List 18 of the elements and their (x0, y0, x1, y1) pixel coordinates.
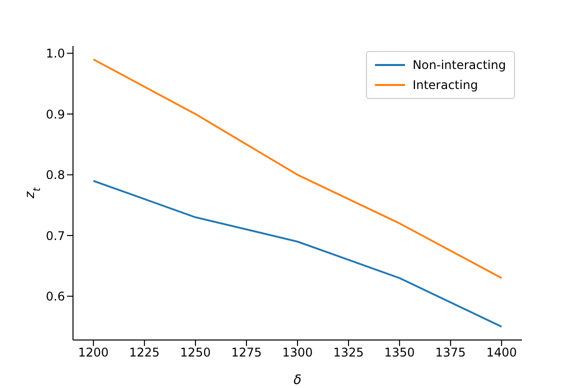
x-tick-label: 1375 (435, 346, 466, 360)
y-tick-label: 0.6 (46, 290, 65, 304)
x-tick-label: 1300 (282, 346, 313, 360)
x-tick-label: 1200 (78, 346, 109, 360)
y-tick-label: 1.0 (46, 46, 65, 61)
x-tick-label: 1350 (384, 346, 415, 360)
x-tick-label: 1225 (129, 346, 160, 360)
legend-label: Non-interacting (412, 57, 506, 74)
x-tick-label: 1275 (231, 346, 262, 360)
line-series (92, 180, 502, 328)
x-tick-label: 1400 (486, 346, 517, 360)
x-axis-title: δ (294, 373, 302, 388)
legend-label: Interacting (412, 77, 478, 94)
y-tick-label: 0.9 (46, 107, 65, 122)
y-tick-label: 0.7 (46, 228, 65, 243)
y-tick-label: 0.8 (46, 168, 65, 182)
x-tick-label: 1325 (333, 346, 364, 360)
x-tick-label: 1250 (180, 346, 211, 360)
